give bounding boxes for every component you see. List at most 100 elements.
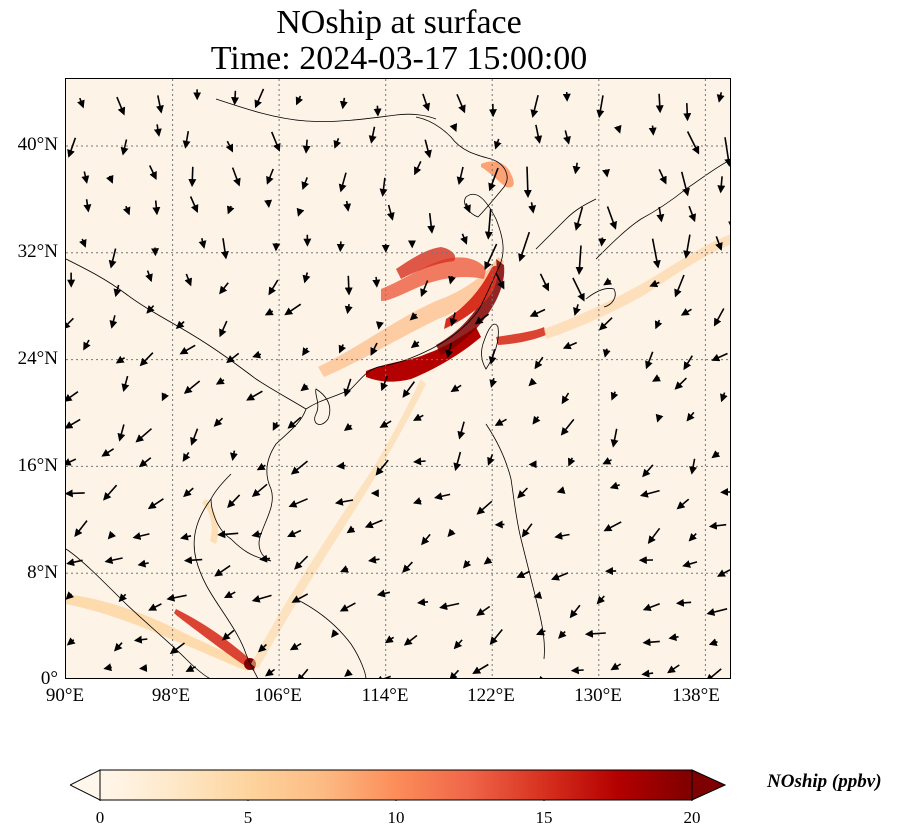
wind-arrow <box>364 519 383 529</box>
wind-arrow <box>66 489 85 498</box>
lon-tick-label: 138°E <box>672 685 720 706</box>
wind-arrow <box>296 207 305 217</box>
wind-arrow <box>264 308 274 316</box>
wind-arrow <box>372 276 381 288</box>
wind-arrow <box>656 206 665 223</box>
wind-arrow <box>66 391 79 402</box>
wind-arrow <box>711 352 728 362</box>
wind-arrow <box>375 321 384 330</box>
wind-arrow <box>668 633 679 642</box>
wind-arrow <box>77 97 85 109</box>
wind-arrow <box>346 525 356 534</box>
wind-arrow <box>259 554 271 563</box>
lat-tick-label: 0° <box>40 668 58 689</box>
wind-arrow <box>448 275 456 285</box>
wind-arrow <box>379 177 388 197</box>
wind-arrow <box>370 342 378 356</box>
lat-tick-label: 40°N <box>17 134 58 155</box>
wind-arrow <box>639 489 660 498</box>
wind-arrow <box>223 590 236 599</box>
wind-arrow <box>266 168 274 185</box>
wind-arrow <box>533 591 543 599</box>
wind-arrow <box>642 638 660 647</box>
coast-japan <box>595 159 730 260</box>
wind-arrow <box>145 270 153 283</box>
wind-arrow <box>561 392 570 405</box>
wind-arrow <box>153 124 162 137</box>
wind-arrow <box>603 277 613 286</box>
wind-arrow <box>573 304 581 316</box>
wind-arrow <box>116 96 126 116</box>
wind-arrow <box>558 630 567 639</box>
wind-arrow <box>296 668 309 678</box>
map-title: NOship at surface <box>276 4 522 41</box>
coast-vietnam <box>258 408 307 562</box>
wind-arrow <box>229 450 238 461</box>
colorbar-tick-label: 5 <box>243 808 253 827</box>
wind-arrow <box>83 199 92 213</box>
wind-arrow <box>420 280 429 297</box>
coast-kyushu <box>585 288 616 308</box>
coast-gulf-of-thailand <box>210 473 272 562</box>
wind-arrow <box>449 123 458 132</box>
wind-arrow <box>137 559 149 568</box>
map-subtitle-time: Time: 2024-03-17 15:00:00 <box>210 40 588 77</box>
wind-arrow <box>596 595 605 605</box>
wind-arrow <box>610 428 619 448</box>
lon-tick-label: 130°E <box>574 685 622 706</box>
wind-arrow <box>290 460 309 475</box>
wind-arrow <box>152 200 161 216</box>
wind-arrow <box>139 663 148 672</box>
wind-arrow <box>689 458 698 475</box>
wind-arrow <box>155 95 164 114</box>
wind-arrow <box>716 569 730 577</box>
wind-arrow <box>642 602 660 612</box>
wind-arrow <box>334 497 354 506</box>
wind-arrow <box>476 605 491 616</box>
wind-arrow <box>534 356 544 370</box>
wind-arrow <box>711 450 721 459</box>
map-panel <box>65 78 731 679</box>
wind-arrow <box>180 532 192 541</box>
colorbar-tick-label: 15 <box>535 808 553 827</box>
wind-arrow <box>688 205 696 223</box>
plume-pearl-river-delta <box>366 327 481 382</box>
wind-arrow <box>598 317 613 331</box>
wind-arrow <box>602 457 612 465</box>
wind-arrow <box>717 176 726 194</box>
wind-arrow <box>284 303 302 316</box>
wind-arrow <box>674 377 687 390</box>
wind-arrow <box>79 238 87 248</box>
wind-arrow <box>74 520 88 537</box>
wind-arrow <box>551 572 569 581</box>
wind-arrow <box>115 355 126 364</box>
wind-arrow <box>374 675 391 678</box>
wind-arrow <box>521 523 533 538</box>
wind-arrow <box>118 593 127 603</box>
wind-arrow <box>148 603 162 611</box>
wind-arrow <box>300 383 310 392</box>
wind-arrow <box>489 377 498 388</box>
wind-arrow <box>596 95 605 119</box>
wind-arrow <box>227 494 241 509</box>
lon-tick-label: 98°E <box>151 685 191 706</box>
wind-arrow <box>66 558 83 567</box>
wind-arrow <box>66 591 75 600</box>
lon-tick-label: 122°E <box>467 685 515 706</box>
wind-arrow <box>344 668 353 677</box>
wind-arrow <box>536 627 546 636</box>
wind-arrow <box>439 602 460 611</box>
lon-tick-label: 114°E <box>361 685 409 706</box>
wind-arrow <box>675 598 692 607</box>
lon-tick-label: 106°E <box>254 685 302 706</box>
wind-arrow <box>219 320 228 338</box>
border-north <box>215 98 437 122</box>
wind-arrow <box>214 565 231 577</box>
wind-arrow <box>487 454 495 466</box>
wind-arrow <box>609 481 620 490</box>
wind-arrow <box>460 233 468 245</box>
wind-arrow <box>188 166 197 188</box>
wind-arrow <box>449 312 458 327</box>
wind-arrow <box>409 312 419 321</box>
wind-arrow <box>534 124 543 144</box>
